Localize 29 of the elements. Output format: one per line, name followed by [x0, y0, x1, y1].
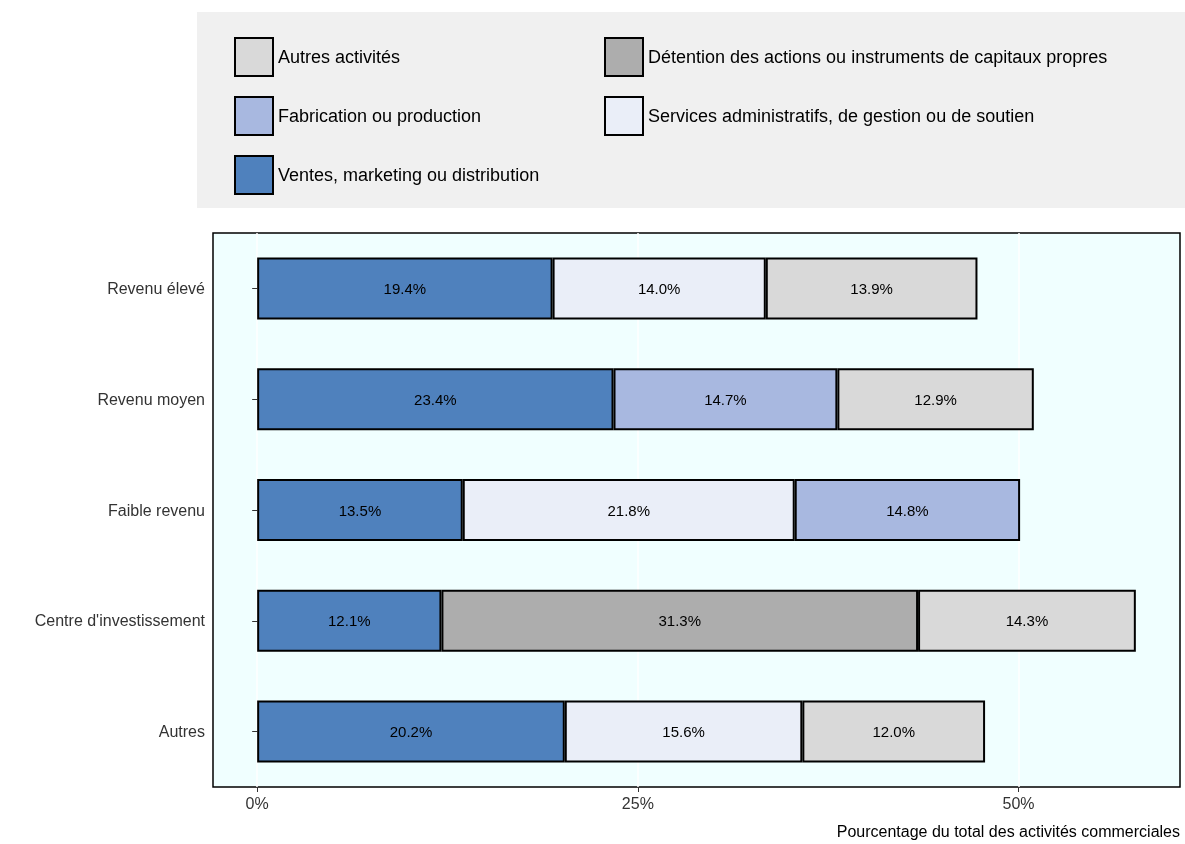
y-tick-label: Revenu élevé [107, 279, 206, 297]
data-label: 19.4% [383, 279, 427, 297]
legend-label: Détention des actions ou instruments de capitaux propres [648, 47, 1108, 67]
x-axis-title: Pourcentage du total des activités commerciales [836, 822, 1180, 840]
y-tick-label: Revenu moyen [97, 390, 205, 408]
x-tick-label: 0% [245, 794, 269, 812]
data-label: 12.1% [328, 612, 371, 630]
x-tick-label: 50% [1002, 794, 1035, 812]
data-label: 12.9% [914, 390, 957, 408]
data-label: 31.3% [658, 612, 702, 630]
x-tick-label: 25% [621, 794, 654, 812]
y-tick-label: Faible revenu [108, 501, 205, 519]
data-label: 20.2% [389, 723, 433, 741]
data-label: 13.5% [338, 501, 382, 519]
y-tick-label: Centre d'investissement [34, 612, 206, 630]
legend-label: Fabrication ou production [278, 106, 482, 126]
legend-label: Services administratifs, de gestion ou de soutien [648, 106, 1035, 126]
legend-label: Autres activités [278, 47, 401, 67]
data-label: 12.0% [872, 723, 915, 741]
data-label: 15.6% [662, 723, 705, 741]
data-label: 14.7% [704, 390, 747, 408]
data-label: 21.8% [607, 501, 651, 519]
data-label: 14.3% [1005, 612, 1049, 630]
y-tick-label: Autres [158, 723, 205, 741]
legend-label: Ventes, marketing ou distribution [278, 165, 540, 185]
data-label: 23.4% [414, 390, 457, 408]
data-label: 14.8% [886, 501, 929, 519]
data-label: 14.0% [637, 279, 681, 297]
data-label: 13.9% [850, 279, 893, 297]
